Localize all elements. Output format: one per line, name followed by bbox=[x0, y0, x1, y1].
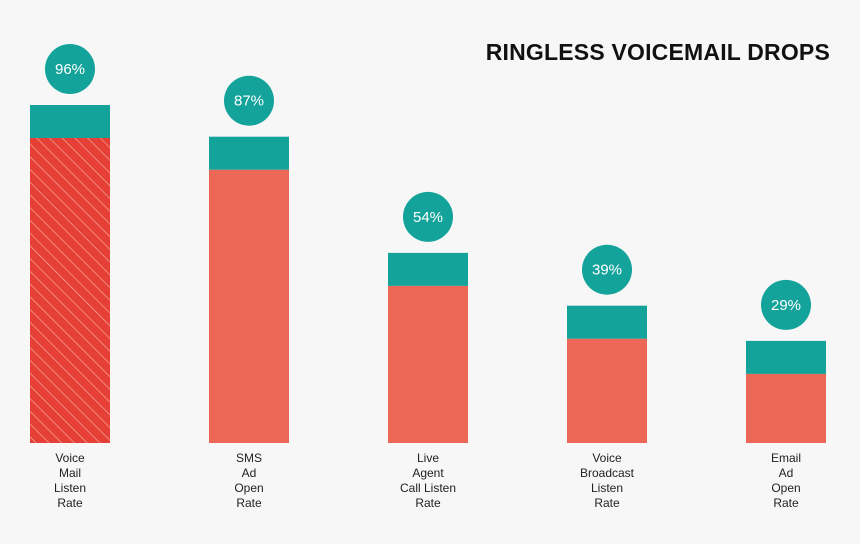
data-label: 54% bbox=[413, 209, 443, 226]
data-label: 87% bbox=[234, 93, 264, 110]
category-label: Rate bbox=[57, 496, 83, 510]
category-label: Listen bbox=[591, 481, 623, 495]
category-label: Rate bbox=[236, 496, 262, 510]
data-label: 96% bbox=[55, 61, 85, 78]
category-label: Ad bbox=[779, 466, 794, 480]
category-label: Voice bbox=[592, 451, 622, 465]
category-label: Rate bbox=[594, 496, 620, 510]
category-label: Email bbox=[771, 451, 801, 465]
value-badge bbox=[403, 191, 453, 242]
bar bbox=[567, 338, 647, 443]
bars-layer: 96%VoiceMailListenRate87%SMSAdOpenRate54… bbox=[30, 44, 826, 510]
bar bbox=[209, 169, 289, 443]
value-badge bbox=[45, 44, 95, 94]
category-label: Call Listen bbox=[400, 481, 456, 495]
data-label: 29% bbox=[771, 297, 801, 314]
value-badge bbox=[582, 244, 632, 295]
bar bbox=[746, 373, 826, 443]
value-badge bbox=[761, 279, 811, 330]
category-label: Open bbox=[234, 481, 263, 495]
category-label: Mail bbox=[59, 466, 81, 480]
bar-cap bbox=[30, 105, 110, 138]
bar-cap bbox=[209, 136, 289, 170]
category-label: Agent bbox=[412, 466, 444, 480]
bar-cap bbox=[746, 340, 826, 374]
category-label: Ad bbox=[242, 466, 257, 480]
bar bbox=[388, 285, 468, 443]
category-label: SMS bbox=[236, 451, 262, 465]
category-label: Open bbox=[771, 481, 800, 495]
category-label: Rate bbox=[773, 496, 799, 510]
category-label: Broadcast bbox=[580, 466, 635, 480]
bar bbox=[30, 138, 110, 443]
data-label: 39% bbox=[592, 262, 622, 279]
bar-cap bbox=[388, 252, 468, 286]
bar-cap bbox=[567, 305, 647, 339]
chart-title: RINGLESS VOICEMAIL DROPS bbox=[486, 39, 830, 65]
category-label: Rate bbox=[415, 496, 441, 510]
category-label: Voice bbox=[55, 451, 85, 465]
category-label: Live bbox=[417, 451, 439, 465]
category-label: Listen bbox=[54, 481, 86, 495]
value-badge bbox=[224, 75, 274, 126]
